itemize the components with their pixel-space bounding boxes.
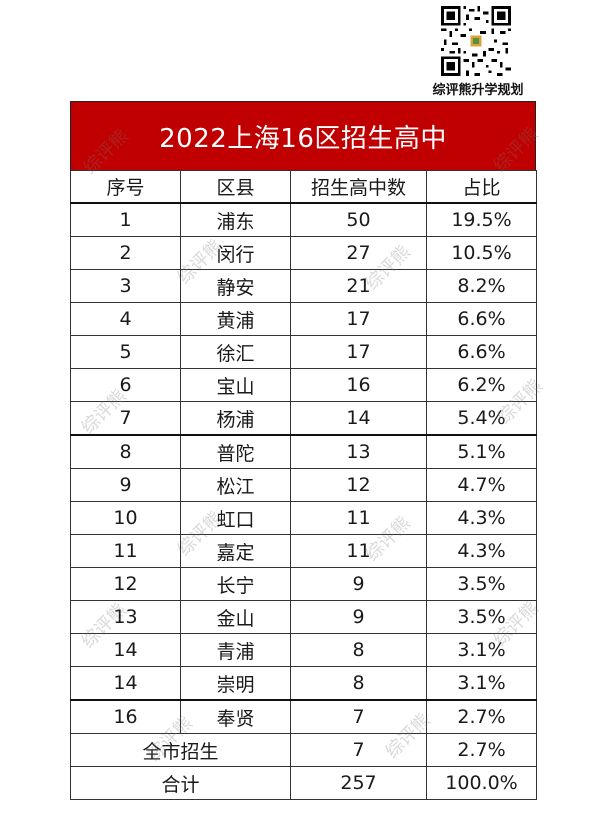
table-row: 4 黄浦 17 6.6% — [70, 302, 537, 336]
table-row: 3 静安 21 8.2% — [70, 269, 537, 303]
table-row: 6 宝山 16 6.2% — [70, 368, 537, 402]
row-district: 崇明 — [180, 666, 291, 701]
table-row: 16 奉贤 7 2.7% — [70, 699, 537, 734]
row-share: 6.2% — [426, 368, 537, 402]
total-count: 257 — [290, 766, 427, 800]
row-share: 3.5% — [426, 600, 537, 634]
row-school-count: 12 — [290, 468, 427, 502]
row-index: 4 — [70, 302, 181, 336]
row-share: 5.1% — [426, 434, 537, 469]
row-school-count: 14 — [290, 401, 427, 436]
brand-name: 综评熊升学规划 — [432, 83, 524, 98]
table-row: 1 浦东 50 19.5% — [70, 202, 537, 237]
row-index: 9 — [70, 468, 181, 502]
table-row: 10 虹口 11 4.3% — [70, 501, 537, 535]
row-share: 19.5% — [426, 202, 537, 237]
row-district: 黄浦 — [180, 302, 291, 336]
row-district: 宝山 — [180, 368, 291, 402]
row-share: 5.4% — [426, 401, 537, 436]
table-row: 14 青浦 8 3.1% — [70, 633, 537, 667]
row-share: 6.6% — [426, 335, 537, 369]
row-school-count: 16 — [290, 368, 427, 402]
row-school-count: 9 — [290, 600, 427, 634]
table-row: 5 徐汇 17 6.6% — [70, 335, 537, 369]
row-share: 10.5% — [426, 236, 537, 270]
row-school-count: 7 — [290, 699, 427, 734]
citywide-row: 全市招生 7 2.7% — [70, 733, 537, 767]
row-share: 8.2% — [426, 269, 537, 303]
stats-table-container: 2022上海16区招生高中 序号 区县 招生高中数 占比 1 浦东 50 19.5% 2… — [70, 101, 537, 800]
row-district: 嘉定 — [180, 534, 291, 568]
header-school-count: 招生高中数 — [290, 170, 427, 204]
row-index: 12 — [70, 567, 181, 601]
row-index: 6 — [70, 368, 181, 402]
row-share: 3.1% — [426, 666, 537, 701]
row-school-count: 8 — [290, 666, 427, 701]
total-row: 合计 257 100.0% — [70, 766, 537, 800]
table-row: 14 崇明 8 3.1% — [70, 666, 537, 701]
row-district: 普陀 — [180, 434, 291, 469]
row-index: 13 — [70, 600, 181, 634]
qr-code-icon — [441, 6, 511, 76]
row-share: 3.5% — [426, 567, 537, 601]
row-index: 14 — [70, 666, 181, 701]
row-district: 金山 — [180, 600, 291, 634]
total-share: 100.0% — [426, 766, 537, 800]
row-school-count: 11 — [290, 501, 427, 535]
row-index: 3 — [70, 269, 181, 303]
row-district: 浦东 — [180, 202, 291, 237]
row-district: 松江 — [180, 468, 291, 502]
header-index: 序号 — [70, 170, 181, 204]
row-school-count: 17 — [290, 302, 427, 336]
table-row: 9 松江 12 4.7% — [70, 468, 537, 502]
table-row: 8 普陀 13 5.1% — [70, 434, 537, 469]
row-school-count: 13 — [290, 434, 427, 469]
table-row: 11 嘉定 11 4.3% — [70, 534, 537, 568]
row-district: 杨浦 — [180, 401, 291, 436]
row-district: 徐汇 — [180, 335, 291, 369]
table-row: 7 杨浦 14 5.4% — [70, 401, 537, 436]
row-school-count: 50 — [290, 202, 427, 237]
citywide-share: 2.7% — [426, 733, 537, 767]
row-district: 静安 — [180, 269, 291, 303]
row-index: 1 — [70, 202, 181, 237]
row-share: 3.1% — [426, 633, 537, 667]
row-index: 10 — [70, 501, 181, 535]
table-header-row: 序号 区县 招生高中数 占比 — [70, 170, 537, 204]
row-index: 7 — [70, 401, 181, 436]
row-district: 青浦 — [180, 633, 291, 667]
row-index: 8 — [70, 434, 181, 469]
row-district: 长宁 — [180, 567, 291, 601]
table-row: 12 长宁 9 3.5% — [70, 567, 537, 601]
row-district: 虹口 — [180, 501, 291, 535]
row-school-count: 9 — [290, 567, 427, 601]
row-index: 16 — [70, 699, 181, 734]
row-share: 4.3% — [426, 501, 537, 535]
row-district: 奉贤 — [180, 699, 291, 734]
citywide-count: 7 — [290, 733, 427, 767]
table-row: 13 金山 9 3.5% — [70, 600, 537, 634]
table-title: 2022上海16区招生高中 — [70, 101, 536, 170]
table-row: 2 闵行 27 10.5% — [70, 236, 537, 270]
citywide-label: 全市招生 — [70, 733, 291, 767]
header-district: 区县 — [180, 170, 291, 204]
row-district: 闵行 — [180, 236, 291, 270]
row-index: 5 — [70, 335, 181, 369]
row-share: 2.7% — [426, 699, 537, 734]
row-share: 4.3% — [426, 534, 537, 568]
row-index: 14 — [70, 633, 181, 667]
row-school-count: 8 — [290, 633, 427, 667]
row-share: 6.6% — [426, 302, 537, 336]
row-school-count: 17 — [290, 335, 427, 369]
row-index: 2 — [70, 236, 181, 270]
row-school-count: 11 — [290, 534, 427, 568]
header-share: 占比 — [426, 170, 537, 204]
total-label: 合计 — [70, 766, 291, 800]
row-school-count: 27 — [290, 236, 427, 270]
row-school-count: 21 — [290, 269, 427, 303]
row-index: 11 — [70, 534, 181, 568]
schools-table: 序号 区县 招生高中数 占比 1 浦东 50 19.5% 2 闵行 27 10.5% 3 静安 21… — [70, 170, 537, 800]
row-share: 4.7% — [426, 468, 537, 502]
